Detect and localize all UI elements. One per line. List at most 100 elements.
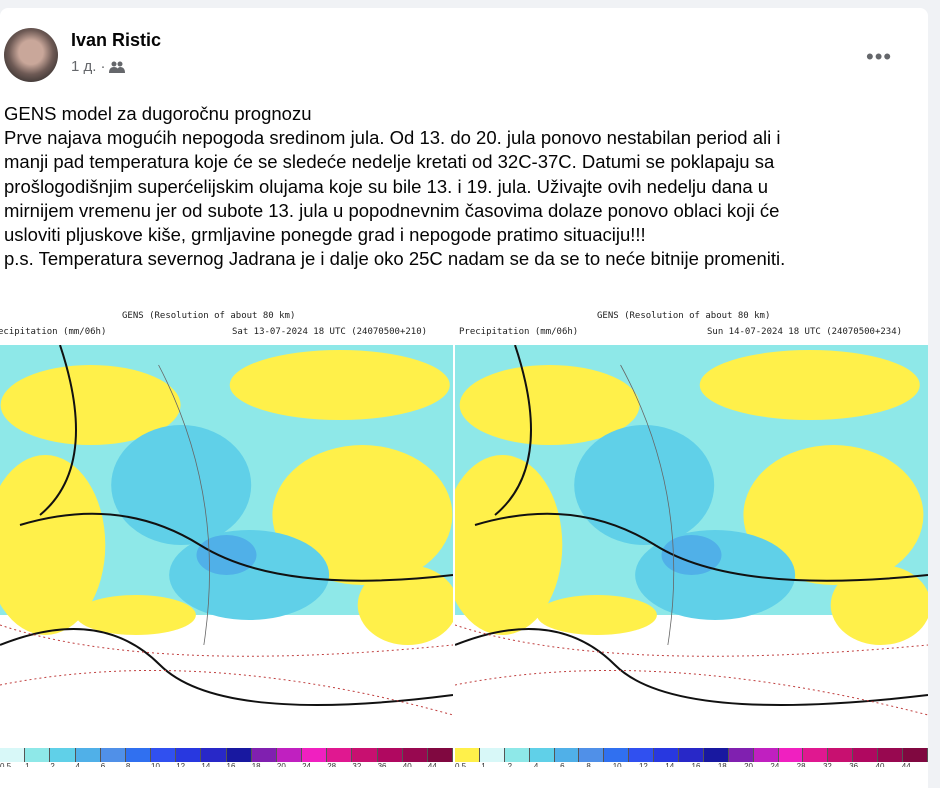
legend-label: 0.5 — [0, 762, 12, 767]
legend-swatch — [50, 748, 76, 762]
more-options-button[interactable]: ••• — [866, 44, 893, 69]
legend-label: 32 — [822, 762, 832, 767]
legend-swatch — [629, 748, 655, 762]
map-title: GENS (Resolution of about 80 km) — [122, 311, 296, 321]
color-legend — [455, 748, 928, 762]
legend-swatch — [455, 748, 480, 762]
forecast-map-2[interactable]: GENS (Resolution of about 80 km) Precipi… — [455, 297, 928, 767]
map-valid-time: Sat 13-07-2024 18 UTC (24070500+210) — [232, 327, 428, 337]
legend-label: 6 — [100, 762, 106, 767]
legend-swatch — [878, 748, 904, 762]
legend-label: 44 — [427, 762, 437, 767]
legend-swatch — [201, 748, 227, 762]
legend-label: 8 — [125, 762, 131, 767]
legend-swatch — [352, 748, 378, 762]
legend-label: 18 — [717, 762, 727, 767]
legend-swatch — [853, 748, 879, 762]
legend-label: 44 — [901, 762, 911, 767]
legend-label: 36 — [377, 762, 387, 767]
legend-label: 6 — [560, 762, 565, 767]
legend-swatch — [125, 748, 152, 762]
post-line: usloviti pljuskove kiše, grmljavine pone… — [4, 224, 646, 246]
legend-swatch — [226, 748, 252, 762]
legend-label: 40 — [402, 762, 412, 767]
legend-swatch — [504, 748, 530, 762]
legend-swatch — [151, 748, 177, 762]
legend-label: 16 — [691, 762, 701, 767]
legend-swatch — [703, 748, 729, 762]
legend-label: 1 — [25, 762, 30, 767]
legend-labels: 0.5 1 2 4 6 8 10 12 14 16 18 20 24 28 32 36 40 44 — [0, 762, 453, 767]
legend-label: 18 — [251, 762, 261, 767]
legend-label: 12 — [638, 762, 648, 767]
map-title: GENS (Resolution of about 80 km) — [597, 311, 771, 321]
legend-swatch — [554, 748, 580, 762]
legend-label: 0.5 — [455, 762, 467, 767]
map-valid-time: Sun 14-07-2024 18 UTC (24070500+234) — [707, 327, 903, 337]
legend-swatch — [728, 748, 754, 762]
post-line: manji pad temperatura koje će se sledeće… — [4, 151, 775, 173]
post-line: mirnijem vremenu jer od subote 13. jula … — [4, 199, 780, 221]
map-variable: Precipitation (mm/06h) — [459, 327, 579, 337]
legend-swatch — [753, 748, 779, 762]
legend-label: 20 — [744, 762, 753, 767]
legend-label: 24 — [770, 762, 780, 767]
legend-label: 32 — [352, 762, 362, 767]
separator: · — [100, 58, 106, 75]
legend-swatch — [604, 748, 630, 762]
legend-label: 4 — [533, 762, 539, 767]
legend-swatch — [176, 748, 202, 762]
legend-label: 28 — [327, 762, 337, 767]
precipitation-field — [0, 345, 453, 735]
legend-label: 14 — [201, 762, 211, 767]
legend-swatch — [377, 748, 403, 762]
legend-swatch — [100, 748, 126, 762]
legend-swatch — [75, 748, 101, 762]
legend-swatch — [679, 748, 704, 762]
forecast-map-1[interactable]: GENS (Resolution of about 80 km) ecipita… — [0, 297, 453, 767]
legend-swatch — [327, 748, 353, 762]
avatar[interactable] — [4, 28, 58, 82]
post-meta: 1 д. · — [71, 58, 126, 75]
legend-label: 10 — [612, 762, 622, 767]
post-time[interactable]: 1 д. — [71, 58, 97, 75]
legend-swatch — [402, 748, 428, 762]
post-text: GENS model za dugoročnu prognozu Prve na… — [4, 102, 924, 271]
post-line: prošlogodišnjim superćelijskim olujama k… — [4, 175, 769, 197]
legend-label: 2 — [507, 762, 513, 767]
legend-swatch — [276, 748, 303, 762]
post-line: p.s. Temperatura severnog Jadrana je i d… — [4, 248, 786, 270]
legend-swatch — [529, 748, 555, 762]
legend-swatch — [25, 748, 51, 762]
legend-label: 12 — [176, 762, 186, 767]
friends-icon — [109, 61, 126, 73]
legend-swatch — [479, 748, 505, 762]
legend-label: 10 — [151, 762, 160, 767]
legend-label: 20 — [276, 762, 286, 767]
legend-swatch — [803, 748, 829, 762]
legend-swatch — [0, 748, 26, 762]
color-legend — [0, 748, 453, 762]
legend-swatch — [427, 748, 453, 762]
legend-swatch — [903, 748, 928, 762]
legend-label: 2 — [50, 762, 55, 767]
legend-swatch — [302, 748, 328, 762]
post-line: GENS model za dugoročnu prognozu — [4, 103, 312, 124]
legend-label: 8 — [586, 762, 591, 767]
legend-label: 1 — [481, 762, 486, 767]
author-name[interactable]: Ivan Ristic — [71, 30, 162, 50]
legend-swatch — [828, 748, 854, 762]
legend-label: 4 — [75, 762, 80, 767]
legend-label: 28 — [796, 762, 806, 767]
legend-swatch — [778, 748, 804, 762]
legend-label: 14 — [665, 762, 675, 767]
legend-swatch — [579, 748, 605, 762]
map-variable: ecipitation (mm/06h) — [0, 327, 107, 337]
post-line: Prve najava mogućih nepogoda sredinom ju… — [4, 127, 781, 149]
legend-label: 16 — [226, 762, 236, 767]
legend-labels: 0.5 1 2 4 6 8 10 12 14 16 18 20 24 28 32 36 40 44 — [455, 762, 928, 767]
legend-label: 40 — [875, 762, 885, 767]
legend-swatch — [654, 748, 680, 762]
precipitation-field — [455, 345, 928, 735]
legend-label: 24 — [302, 762, 311, 767]
